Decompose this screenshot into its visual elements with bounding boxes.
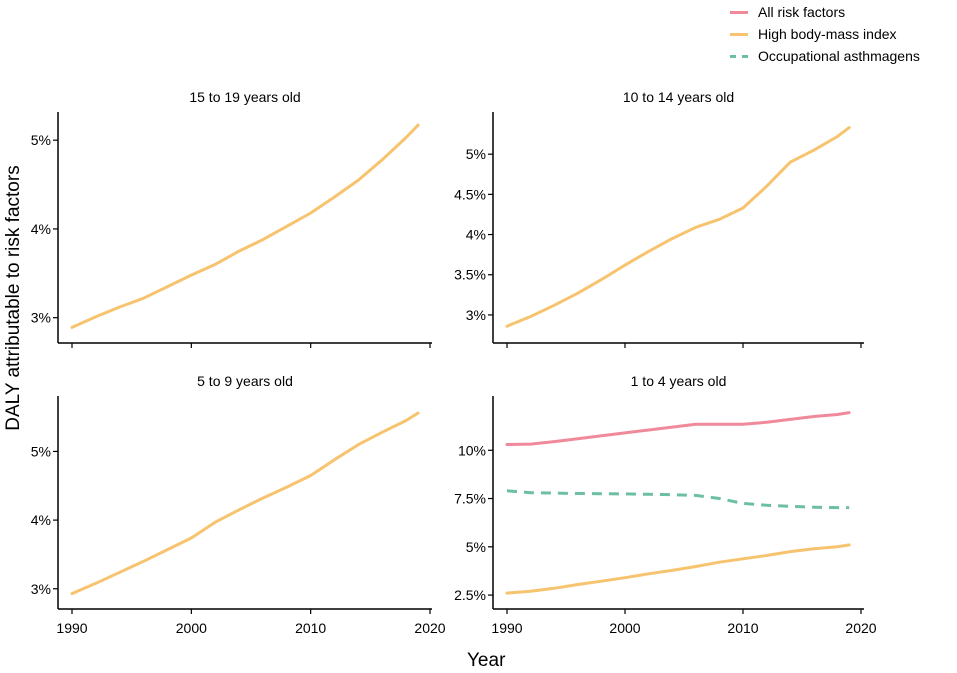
y-tick-label: 5% — [31, 443, 51, 459]
y-tick-label: 5% — [466, 146, 486, 162]
series-line — [70, 411, 420, 596]
series-line — [70, 123, 420, 329]
panel: 10 to 14 years old 3% 3.5% 4% 4.5% 5% — [454, 89, 864, 348]
x-tick-label: 1990 — [491, 620, 522, 636]
panel-title: 15 to 19 years old — [189, 89, 300, 105]
y-tick-label: 3.5% — [454, 267, 486, 283]
series-line — [505, 126, 851, 328]
series-line — [506, 489, 850, 510]
panel: 15 to 19 years old 3% 4% 5% — [31, 89, 432, 348]
panel: 5 to 9 years old 3% 4% 5% 1990 2000 2010 2020 — [31, 373, 446, 636]
x-tick-label: 2020 — [845, 620, 876, 636]
legend-label: Occupational asthmagens — [758, 48, 920, 64]
legend-swatch-occupational-asthmagens — [730, 55, 748, 58]
legend-swatch-high-bmi — [730, 33, 748, 36]
y-tick-label: 3% — [31, 310, 51, 326]
y-tick-label: 7.5% — [454, 491, 486, 507]
x-tick-label: 2010 — [295, 620, 326, 636]
series-line — [505, 411, 851, 446]
legend-swatch-all-risk-factors — [730, 11, 748, 14]
panel-title: 10 to 14 years old — [623, 89, 734, 105]
y-tick-label: 4% — [31, 221, 51, 237]
panel: 1 to 4 years old 2.5% 5% 7.5% 10% 1990 2000 201… — [454, 373, 877, 636]
y-tick-label: 10% — [458, 442, 486, 458]
x-tick-label: 2020 — [414, 620, 445, 636]
y-tick-label: 3% — [31, 581, 51, 597]
y-tick-label: 3% — [466, 307, 486, 323]
x-tick-label: 2010 — [727, 620, 758, 636]
y-tick-label: 4% — [31, 512, 51, 528]
y-tick-label: 5% — [31, 132, 51, 148]
x-axis-label: Year — [467, 650, 506, 671]
x-tick-label: 2000 — [609, 620, 640, 636]
y-tick-label: 5% — [466, 539, 486, 555]
y-tick-label: 4% — [466, 227, 486, 243]
x-tick-label: 1990 — [56, 620, 87, 636]
y-tick-label: 4.5% — [454, 186, 486, 202]
x-tick-label: 2000 — [176, 620, 207, 636]
y-axis-label: DALY attributable to risk factors — [3, 165, 24, 431]
legend-label: High body-mass index — [758, 26, 897, 42]
panel-title: 5 to 9 years old — [197, 373, 293, 389]
legend-label: All risk factors — [758, 4, 846, 20]
series-line — [505, 543, 851, 595]
y-tick-label: 2.5% — [454, 587, 486, 603]
panel-title: 1 to 4 years old — [631, 373, 727, 389]
